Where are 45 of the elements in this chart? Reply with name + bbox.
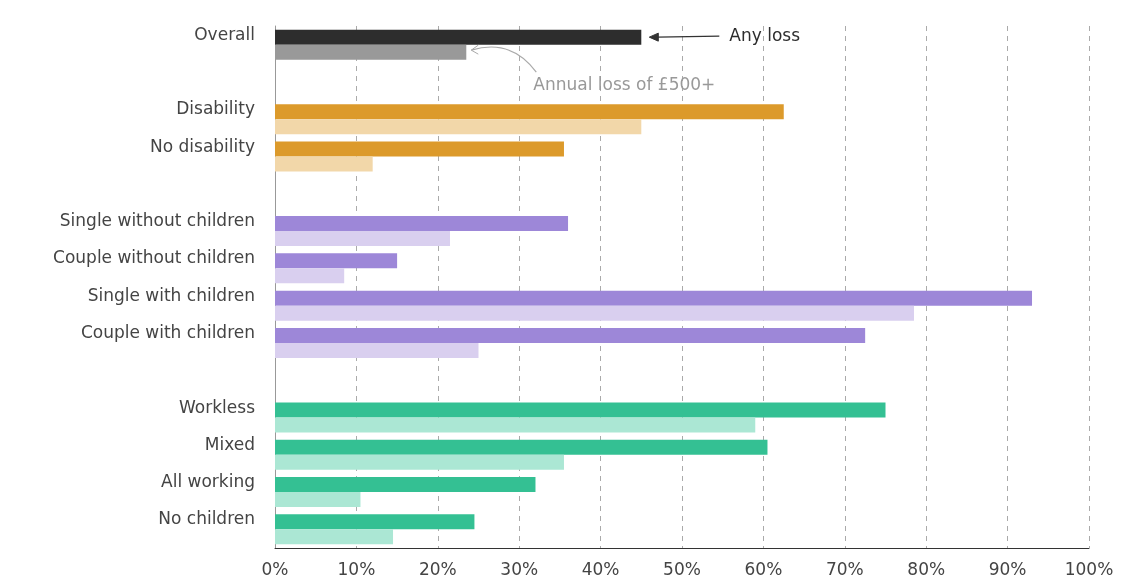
y-tick-label: Workless (179, 396, 256, 417)
bar (275, 477, 536, 493)
y-tick-label: Mixed (204, 433, 255, 454)
bar (275, 327, 866, 343)
y-tick-label: Single without children (59, 210, 255, 231)
x-tick-label: 30% (500, 558, 539, 579)
bar (275, 119, 642, 135)
series-label: Annual loss of £500+ (533, 74, 716, 95)
bar (275, 216, 569, 232)
bar (275, 305, 914, 321)
bar (275, 454, 564, 470)
bar (275, 156, 373, 172)
x-tick-label: 0% (261, 558, 289, 579)
y-tick-label: Disability (176, 98, 255, 119)
bar (275, 141, 564, 157)
y-tick-label: All working (161, 471, 255, 492)
bar (275, 342, 479, 358)
bar (275, 514, 475, 530)
bar (275, 290, 1033, 306)
x-tick-label: 70% (825, 558, 864, 579)
y-tick-label: Couple with children (80, 321, 255, 342)
y-tick-label: Single with children (87, 284, 255, 305)
bar (275, 417, 756, 433)
x-tick-label: 10% (337, 558, 376, 579)
x-tick-label: 50% (663, 558, 701, 579)
x-tick-label: 80% (907, 558, 946, 579)
bar (275, 439, 768, 455)
y-tick-label: Couple without children (53, 247, 255, 268)
x-tick-label: 90% (988, 558, 1027, 579)
bar (275, 104, 784, 120)
bar (275, 268, 345, 284)
x-tick-label: 60% (744, 558, 783, 579)
bar (275, 231, 451, 247)
legend-label: Any loss (729, 25, 801, 46)
y-tick-label: No disability (150, 135, 255, 156)
bar (275, 402, 886, 418)
bar (275, 29, 642, 45)
bar (275, 253, 398, 269)
x-tick-label: 100% (1064, 558, 1114, 579)
x-tick-label: 40% (581, 558, 620, 579)
bar (275, 492, 361, 508)
y-tick-label: No children (158, 508, 255, 529)
x-tick-label: 20% (418, 558, 457, 579)
y-tick-label: Overall (194, 23, 255, 44)
bar (275, 529, 394, 545)
